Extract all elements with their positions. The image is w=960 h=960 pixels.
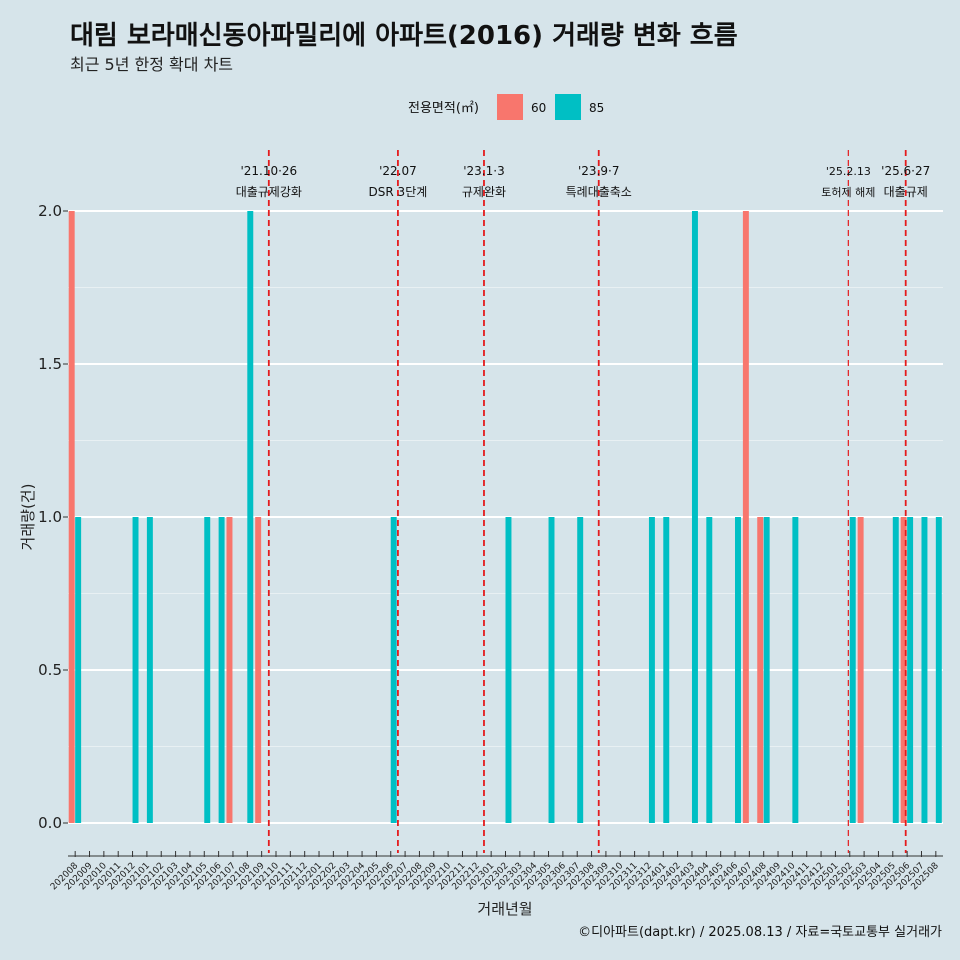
bar-85-202106 [218, 517, 225, 823]
bar-85-202101 [146, 517, 153, 823]
event-markers: '21.10·26 대출규제강화 '22.07 DSR 3단계 '23.1·3 규제완화 '… [236, 150, 930, 853]
bar-60-202506 [900, 517, 907, 823]
bar-85-202312 [648, 517, 655, 823]
bar-85-202506 [907, 517, 914, 823]
legend-swatch-85 [555, 94, 581, 120]
bar-85-202305 [548, 517, 555, 823]
bar-85-202108 [247, 211, 254, 823]
event-label: 토허제 해제 [821, 185, 875, 199]
event-date: '23.1·3 [463, 164, 504, 178]
bar-85-202508 [935, 517, 942, 823]
bar-85-202105 [204, 517, 211, 823]
bar-85-202012 [132, 517, 139, 823]
bar-85-202410 [792, 517, 799, 823]
y-axis-label: 거래량(건) [19, 484, 37, 551]
bar-60-202107 [226, 517, 233, 823]
bar-60-202408 [757, 517, 764, 823]
legend-label-85: 85 [589, 101, 604, 115]
bar-85-202008 [75, 517, 82, 823]
bar-60-202407 [742, 211, 749, 823]
y-tick-label: 2.0 [38, 202, 62, 220]
bar-85-202502 [849, 517, 856, 823]
bar-85-202307 [577, 517, 584, 823]
bar-85-202302 [505, 517, 512, 823]
bar-85-202406 [735, 517, 741, 823]
bar-60-202008 [68, 211, 75, 823]
event-date: '23.9·7 [578, 164, 619, 178]
x-axis-label: 거래년월 [477, 900, 532, 918]
bar-85-202408 [763, 517, 770, 823]
y-tick-label: 0.0 [38, 814, 62, 832]
event-date: '22.07 [379, 164, 417, 178]
legend-label-60: 60 [531, 101, 546, 115]
chart-title: 대림 보라매신동아파밀리에 아파트(2016) 거래량 변화 흐름 [70, 21, 738, 51]
y-tick-label: 0.5 [38, 661, 62, 679]
bars [68, 211, 942, 823]
bar-85-202507 [921, 517, 928, 823]
event-label: 대출규제 [884, 185, 928, 199]
event-date: '25.6·27 [881, 164, 930, 178]
chart-caption: ©디아파트(dapt.kr) / 2025.08.13 / 자료=국토교통부 실… [578, 925, 942, 940]
legend-swatch-60 [497, 94, 523, 120]
bar-85-202206 [390, 517, 397, 823]
y-tick-label: 1.5 [38, 355, 62, 373]
y-tick-label: 1.0 [38, 508, 62, 526]
y-axis: 0.0 0.5 1.0 1.5 2.0 [38, 202, 68, 832]
event-label: 규제완화 [462, 185, 506, 199]
bar-60-202503 [857, 517, 864, 823]
legend-title: 전용면적(㎡) [408, 101, 479, 116]
chart-subtitle: 최근 5년 한정 확대 차트 [70, 55, 233, 74]
bar-85-202401 [663, 517, 670, 823]
event-date: '25.2.13 [826, 165, 871, 178]
bar-85-202404 [706, 517, 713, 823]
x-axis: 2020082020092020102020112020122021012021… [49, 851, 943, 892]
bar-85-202505 [892, 517, 899, 823]
bar-60-202109 [255, 517, 262, 823]
event-label: DSR 3단계 [369, 185, 428, 199]
legend: 전용면적(㎡) 60 85 [408, 94, 604, 120]
event-label: 특례대출축소 [566, 185, 632, 199]
bar-85-202403 [691, 211, 698, 823]
event-label: 대출규제강화 [236, 185, 302, 199]
event-date: '21.10·26 [240, 164, 297, 178]
